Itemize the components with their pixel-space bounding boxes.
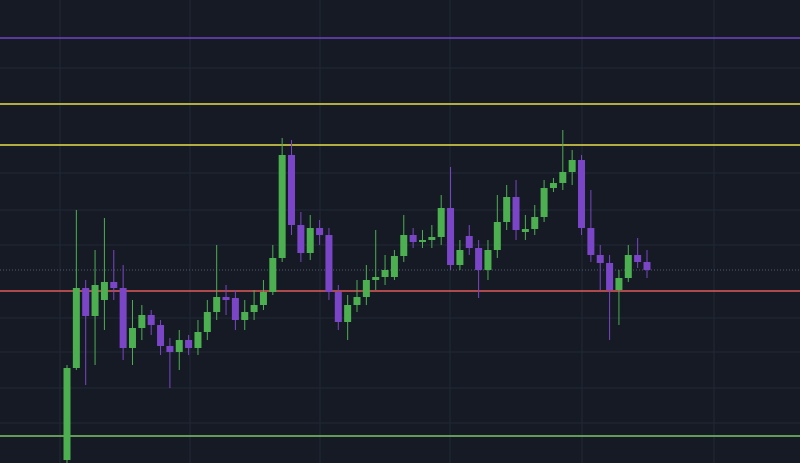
candle-body [549, 183, 557, 188]
candle-body [316, 228, 324, 235]
candle-body [381, 270, 389, 277]
candle-body [596, 255, 604, 263]
candle-body [110, 282, 118, 288]
candle-body [222, 297, 230, 300]
candle-body [606, 263, 614, 290]
candle-body [372, 277, 380, 280]
candle-body [390, 256, 398, 277]
candle-body [91, 285, 99, 316]
candle-body [475, 248, 483, 270]
candle-body [634, 255, 642, 262]
candle-body [540, 188, 548, 217]
candle-body [297, 225, 305, 253]
candle-body [288, 155, 296, 225]
candle-body [624, 255, 632, 278]
candle-body [82, 288, 90, 316]
candle-body [72, 288, 80, 368]
candle-body [362, 280, 370, 297]
candle-body [465, 236, 473, 248]
candle-body [119, 288, 127, 348]
candle-body [185, 340, 193, 348]
candle-body [456, 250, 464, 265]
candle-body [428, 237, 436, 240]
candle-body [521, 229, 529, 232]
candle-body [325, 235, 333, 292]
candle-body [437, 208, 445, 237]
candle-body [100, 282, 108, 300]
candle-body [344, 305, 352, 322]
candle-body [559, 172, 567, 183]
candle-body [259, 292, 267, 305]
candle-body [409, 235, 417, 242]
candle-body [334, 292, 342, 322]
candle-body [400, 235, 408, 256]
candle-body [203, 312, 211, 332]
candle-body [447, 208, 455, 265]
candle-body [512, 197, 520, 230]
candle-body [128, 328, 136, 348]
candle-body [166, 346, 174, 352]
candle-body [615, 278, 623, 290]
candle-body [138, 315, 146, 328]
candle-body [578, 160, 586, 228]
candle-body [250, 305, 258, 312]
candle-body [241, 312, 249, 320]
candle-body [493, 222, 501, 250]
candle-body [157, 325, 165, 346]
candle-body [484, 250, 492, 270]
candle-body [503, 197, 511, 222]
candle-body [147, 315, 155, 325]
candle-body [353, 297, 361, 305]
candle-body [194, 332, 202, 348]
candle-body [568, 160, 576, 172]
candle-body [213, 297, 221, 312]
candle-body [531, 217, 539, 229]
candle-body [418, 240, 426, 242]
candle-body [175, 340, 183, 352]
candle-body [643, 262, 651, 270]
candle-body [63, 368, 71, 460]
candle-body [306, 228, 314, 253]
candle-body [231, 298, 239, 320]
candle-body [278, 155, 286, 258]
candle-body [269, 258, 277, 292]
candle-body [587, 228, 595, 255]
